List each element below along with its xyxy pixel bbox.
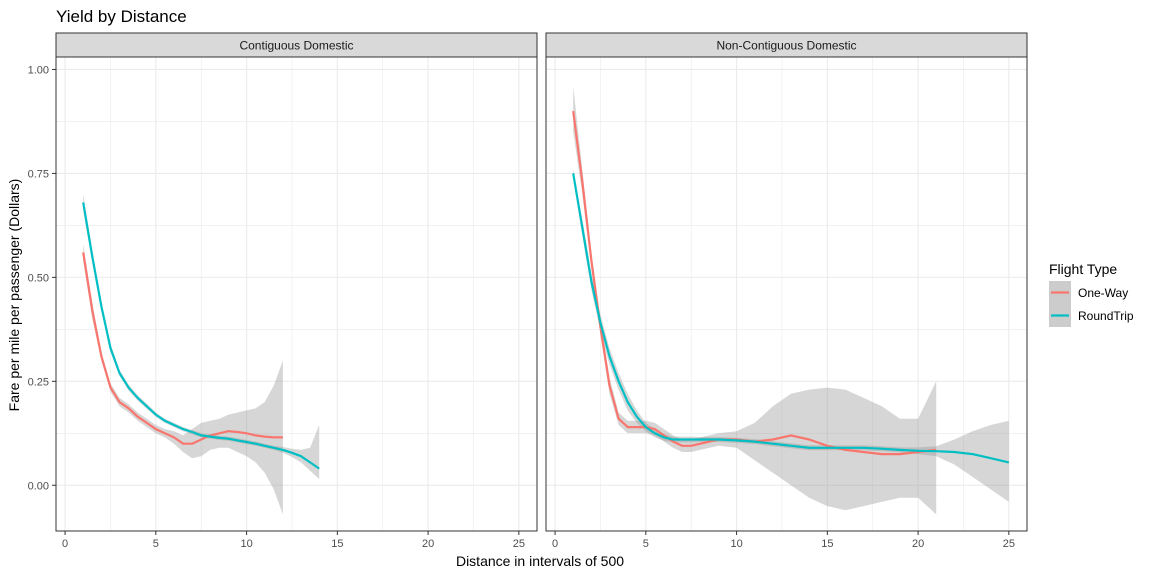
y-tick-label: 0.25 [28,376,49,388]
panel-1: Contiguous Domestic 0 5 10 15 20 25 0.00 0.25 0.5… [28,32,538,550]
facet-strip-label: Non-Contiguous Domestic [716,39,856,53]
confidence-band-one-way [573,86,937,515]
confidence-band-one-way [83,244,283,515]
facet-strip-label: Contiguous Domestic [239,39,353,53]
series-line-one-way [572,110,937,456]
series-line-one-way [82,252,283,445]
panel-2: Non-Contiguous Domestic 0 5 10 15 20 25 [545,32,1028,550]
y-tick-label: 1.00 [28,64,49,76]
y-tick-label: 0.00 [28,480,49,492]
legend-label: One-Way [1078,286,1128,300]
legend-title: Flight Type [1049,261,1117,277]
y-axis-title: Fare per mile per passenger (Dollars) [6,179,22,412]
y-tick-label: 0.50 [28,272,49,284]
x-axis-title: Distance in intervals of 500 [456,553,624,569]
facet-strip [545,32,1028,58]
panels: Contiguous Domestic 0 5 10 15 20 25 0.00 0.25 0.5… [28,32,1028,550]
x-tick-label: 10 [240,538,252,550]
legend: Flight Type One-Way RoundTrip [1049,261,1134,327]
x-tick-label: 0 [552,538,558,550]
series-line-roundtrip [572,173,1010,464]
chart-title: Yield by Distance [56,7,187,26]
facet-strip [55,32,538,58]
x-tick-label: 20 [912,538,924,550]
x-tick-label: 25 [513,538,525,550]
x-tick-label: 5 [643,538,649,550]
legend-label: RoundTrip [1078,309,1134,323]
x-tick-label: 15 [331,538,343,550]
x-tick-label: 15 [821,538,833,550]
x-tick-label: 5 [153,538,159,550]
panel-background [56,57,537,531]
legend-item-roundtrip: RoundTrip [1049,304,1134,327]
confidence-band-roundtrip [83,194,320,479]
series-line-roundtrip [82,202,320,470]
y-tick-label: 0.75 [28,168,49,180]
x-tick-label: 10 [730,538,742,550]
x-tick-label: 25 [1003,538,1015,550]
x-tick-label: 0 [62,538,68,550]
x-tick-label: 20 [422,538,434,550]
confidence-band-roundtrip [573,169,1009,502]
legend-item-one-way: One-Way [1049,281,1128,304]
